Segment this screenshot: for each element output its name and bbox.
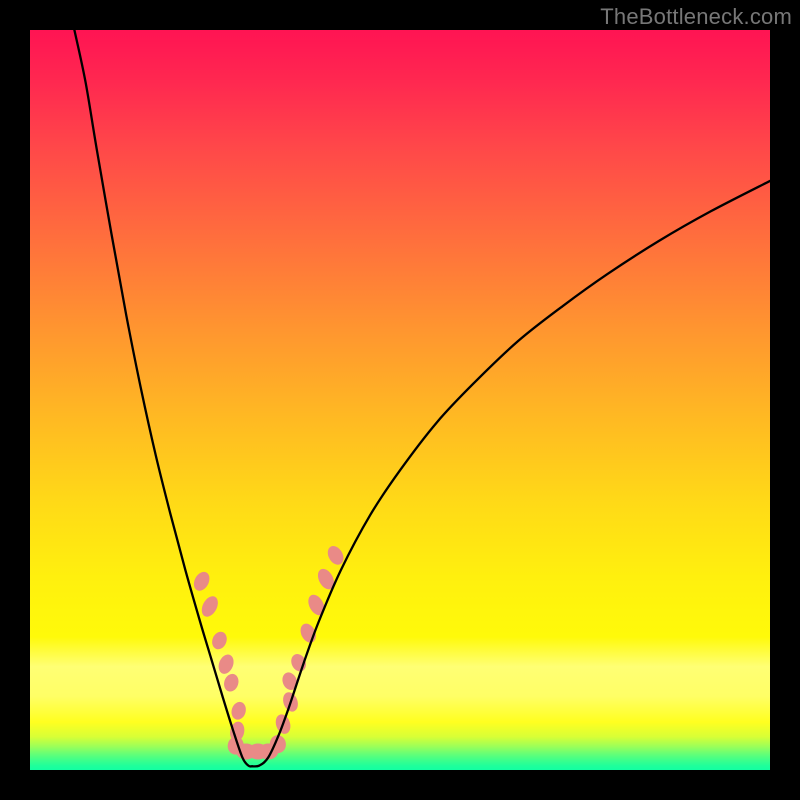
chart-svg [30,30,770,770]
figure-root: TheBottleneck.com [0,0,800,800]
watermark-text: TheBottleneck.com [600,4,792,30]
chart-background [30,30,770,770]
plot-area [30,30,770,770]
